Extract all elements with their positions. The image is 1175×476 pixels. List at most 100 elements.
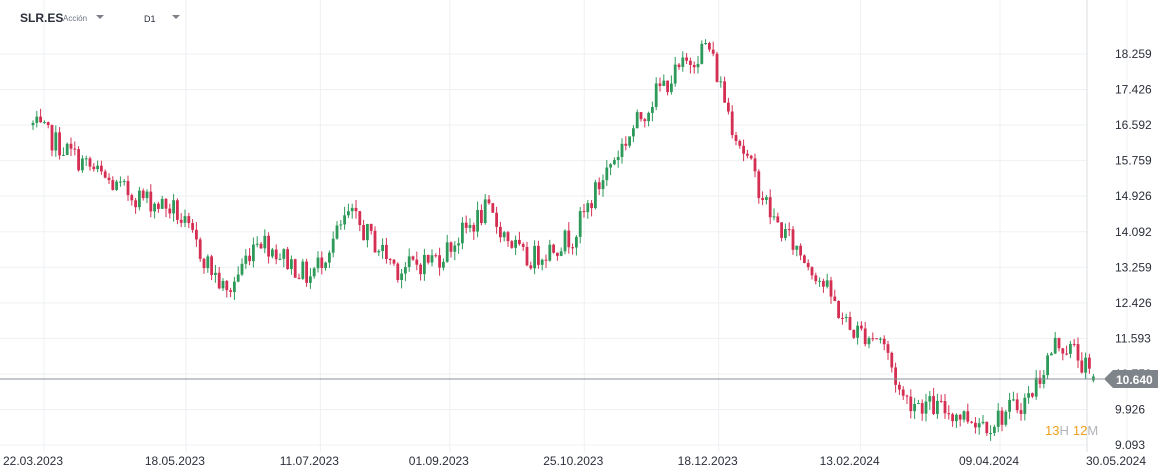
candle-down (1065, 353, 1068, 355)
time-tick-label: 13.02.2024 (820, 454, 880, 468)
candle-down (157, 203, 160, 209)
countdown-minutes: 12 (1073, 423, 1087, 438)
candle-down (909, 396, 913, 412)
candle-up (309, 276, 312, 283)
candle-down (571, 247, 574, 249)
candle-up (1050, 353, 1053, 356)
candle-down (191, 223, 194, 230)
candle-down (229, 290, 232, 292)
countdown-timer: 13H 12M (1045, 423, 1098, 438)
candle-down (556, 252, 559, 256)
candle-up (278, 258, 282, 260)
candle-up (301, 261, 305, 279)
candle-up (673, 64, 677, 84)
candle-up (35, 116, 39, 123)
candle-up (240, 263, 244, 275)
candle-down (39, 116, 42, 123)
candle-down (202, 258, 206, 269)
price-axis: 18.259 17.426 16.592 15.759 14.926 14.092 13.2… (1115, 47, 1152, 452)
candle-up (160, 198, 164, 209)
candle-up (928, 396, 932, 402)
candle-up (206, 256, 210, 269)
candle-down (829, 280, 833, 297)
candle-down (396, 263, 400, 280)
price-tick-label: 14.092 (1115, 225, 1152, 239)
candle-down (901, 389, 905, 396)
candle-down (1000, 410, 1004, 425)
candle-up (700, 43, 704, 64)
candle-up (423, 254, 426, 275)
candle-down (537, 245, 540, 265)
candle-up (1042, 375, 1046, 384)
candle-up (54, 132, 58, 151)
symbol-dropdown-chevron-icon[interactable] (96, 15, 104, 19)
candle-up (765, 197, 768, 200)
price-tick-label: 15.759 (1115, 154, 1152, 168)
candle-down (768, 197, 772, 218)
price-tick-label: 9.093 (1115, 438, 1145, 452)
candle-down (77, 149, 80, 171)
candle-down (780, 222, 783, 238)
candle-down (434, 255, 438, 257)
candle-down (730, 111, 734, 136)
candle-up (620, 143, 624, 157)
candle-down (187, 216, 191, 224)
candle-up (62, 154, 65, 156)
candle-down (966, 411, 970, 422)
candle-up (955, 414, 958, 422)
candle-up (81, 158, 84, 171)
candle-up (502, 232, 506, 238)
candle-down (111, 180, 115, 190)
price-tick-label: 12.426 (1115, 296, 1152, 310)
candle-down (711, 49, 715, 54)
countdown-hours: 13 (1045, 423, 1059, 438)
candle-up (271, 249, 274, 257)
candle-up (461, 222, 464, 244)
candle-up (331, 238, 335, 253)
candle-up (1053, 337, 1057, 354)
candle-down (761, 198, 764, 200)
candle-up (989, 433, 992, 435)
candle-down (590, 203, 593, 209)
candle-down (757, 171, 761, 199)
candle-up (138, 190, 141, 208)
chart-toolbar: SLR.ES Acción D1 (0, 0, 300, 30)
candle-up (214, 272, 217, 275)
candle-up (548, 244, 552, 261)
countdown-hours-unit: H (1059, 423, 1068, 438)
candle-down (727, 102, 730, 112)
candle-up (381, 244, 384, 252)
candle-up (1004, 411, 1008, 425)
candle-down (898, 384, 901, 390)
candle-down (742, 145, 745, 154)
current-price-value: 10.640 (1116, 373, 1153, 387)
candle-down (248, 255, 251, 262)
time-tick-label: 11.07.2023 (280, 454, 339, 468)
candle-up (651, 106, 654, 113)
candle-down (286, 249, 289, 270)
candle-down (426, 254, 430, 263)
timeframe-label[interactable]: D1 (144, 14, 156, 24)
price-tick-label: 13.259 (1115, 260, 1152, 274)
candle-down (875, 338, 878, 340)
candle-up (255, 243, 259, 245)
candle-up (65, 143, 69, 155)
timeframe-dropdown-chevron-icon[interactable] (172, 15, 180, 19)
price-tick-label: 11.593 (1115, 331, 1151, 345)
candle-down (567, 230, 571, 248)
candle-down (195, 229, 198, 240)
candle-up (632, 128, 635, 137)
candle-down (369, 223, 373, 231)
price-tick-label: 18.259 (1115, 47, 1152, 61)
candle-up (996, 410, 1000, 427)
candle-up (377, 251, 381, 253)
candle-down (799, 245, 802, 256)
candle-down (1088, 357, 1091, 369)
candle-up (1046, 355, 1049, 376)
symbol-label[interactable]: SLR.ES (20, 11, 64, 25)
candle-up (605, 167, 609, 181)
candle-up (407, 256, 411, 268)
candle-up (635, 112, 639, 129)
candle-down (141, 190, 145, 199)
